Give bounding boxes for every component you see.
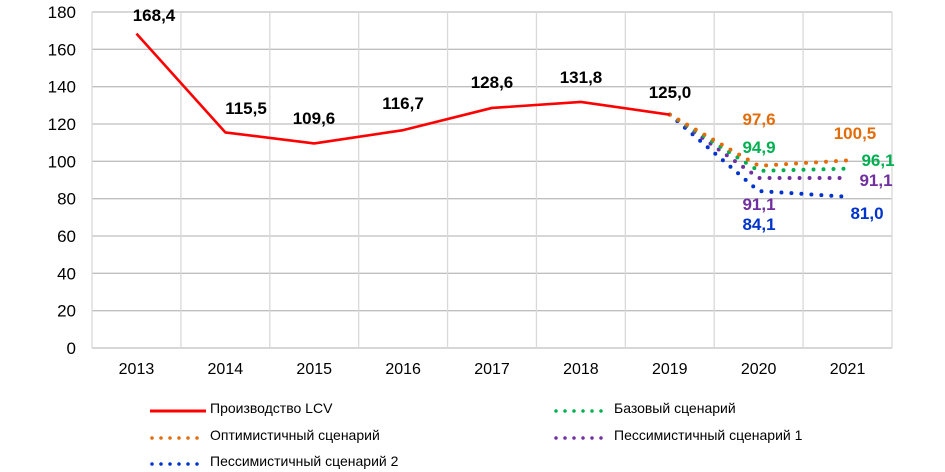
legend-swatch-dotted-green	[554, 403, 612, 413]
legend-item-production: Производство LCV	[150, 400, 332, 416]
legend-item-pessimistic-2: Пессимистичный сценарий 2	[150, 453, 398, 469]
data-label: 91,1	[742, 195, 775, 214]
legend-swatch-dotted-purple	[554, 430, 612, 440]
legend-swatch-dotted-blue	[150, 456, 208, 466]
y-tick-label: 120	[48, 115, 76, 134]
data-label: 125,0	[649, 83, 692, 102]
legend-item-base: Базовый сценарий	[554, 400, 736, 416]
series-lines	[135, 32, 850, 199]
y-tick-label: 160	[48, 40, 76, 59]
legend-label: Пессимистичный сценарий 2	[210, 453, 399, 469]
data-label: 128,6	[471, 73, 514, 92]
legend-label: Производство LCV	[210, 400, 333, 416]
data-label: 91,1	[859, 171, 892, 190]
grid-lines	[91, 11, 893, 349]
data-label: 81,0	[850, 204, 883, 223]
series-line	[667, 112, 850, 180]
data-label: 109,6	[293, 109, 336, 128]
x-tick-label: 2013	[119, 361, 155, 378]
data-label: 168,4	[133, 6, 176, 25]
y-tick-label: 100	[48, 152, 76, 171]
y-tick-label: 60	[57, 227, 76, 246]
x-tick-label: 2020	[741, 361, 777, 378]
y-tick-label: 180	[48, 3, 76, 22]
y-axis-ticks: 0 20 40 60 80 100 120 140 160 180	[48, 3, 76, 358]
x-tick-label: 2014	[208, 361, 244, 378]
y-tick-label: 0	[67, 339, 76, 358]
x-tick-label: 2015	[296, 361, 332, 378]
legend-item-optimistic: Оптимистичный сценарий	[150, 427, 380, 443]
legend-swatch-dotted-orange	[150, 430, 208, 440]
y-tick-label: 40	[57, 264, 76, 283]
x-tick-label: 2021	[830, 361, 866, 378]
series-line	[667, 112, 850, 199]
legend-label: Оптимистичный сценарий	[210, 427, 380, 443]
legend-item-pessimistic-1: Пессимистичный сценарий 1	[554, 427, 802, 443]
x-tick-label: 2019	[652, 361, 688, 378]
x-tick-label: 2016	[385, 361, 421, 378]
series-line	[667, 112, 850, 168]
x-tick-label: 2018	[563, 361, 599, 378]
data-label: 131,8	[560, 68, 603, 87]
data-label: 94,9	[742, 138, 775, 157]
series-line	[135, 32, 670, 145]
data-label: 96,1	[861, 151, 894, 170]
x-tick-label: 2017	[474, 361, 510, 378]
y-tick-label: 20	[57, 302, 76, 321]
legend-label: Базовый сценарий	[614, 400, 736, 416]
data-label: 100,5	[834, 124, 877, 143]
x-axis-ticks: 2013 2014 2015 2016 2017 2018 2019 2020 2021	[119, 361, 866, 378]
legend-label: Пессимистичный сценарий 1	[614, 427, 803, 443]
data-label: 116,7	[382, 94, 424, 113]
y-tick-label: 140	[48, 78, 76, 97]
data-label: 84,1	[742, 215, 775, 234]
y-tick-label: 80	[57, 190, 76, 209]
data-labels: 168,4 115,5 109,6 116,7 128,6 131,8 125,0 97,6 1…	[133, 6, 895, 234]
data-label: 97,6	[742, 110, 775, 129]
legend-swatch-solid-red	[150, 403, 206, 413]
data-label: 115,5	[225, 99, 267, 118]
